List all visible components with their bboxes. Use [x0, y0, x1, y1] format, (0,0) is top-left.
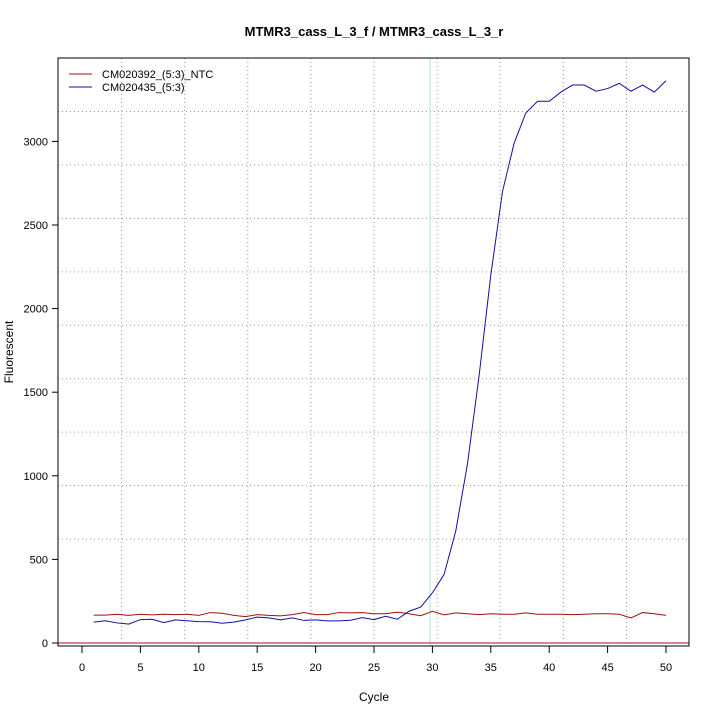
- y-tick-label: 0: [42, 638, 48, 650]
- x-tick-label: 25: [368, 662, 380, 674]
- x-tick-label: 5: [137, 662, 143, 674]
- y-tick-label: 500: [30, 554, 48, 566]
- chart-title: MTMR3_cass_L_3_f / MTMR3_cass_L_3_r: [245, 24, 504, 39]
- reference-lines: [58, 58, 689, 646]
- x-tick-label: 45: [601, 662, 613, 674]
- series-line-0: [93, 610, 667, 619]
- x-tick-label: 35: [485, 662, 497, 674]
- grid: [58, 58, 689, 646]
- x-axis-label: Cycle: [359, 690, 389, 704]
- x-tick-label: 15: [251, 662, 263, 674]
- x-axis: 0 5 10 15 20 25 30 35 40 45 50: [79, 645, 672, 674]
- y-axis: 0 500 1000 1500 2000 2500 3000: [24, 136, 58, 650]
- y-tick-label: 2500: [24, 220, 48, 232]
- y-tick-label: 3000: [24, 136, 48, 148]
- x-tick-label: 0: [79, 662, 85, 674]
- y-tick-label: 1000: [24, 471, 48, 483]
- legend-label-1: CM020435_(5:3): [102, 82, 185, 94]
- x-tick-label: 30: [426, 662, 438, 674]
- series-line-1: [93, 80, 667, 625]
- y-axis-label: Fluorescent: [2, 320, 16, 383]
- x-tick-label: 20: [309, 662, 321, 674]
- series-lines: [93, 80, 667, 625]
- legend-label-0: CM020392_(5:3)_NTC: [102, 69, 213, 81]
- x-tick-label: 10: [193, 662, 205, 674]
- x-tick-label: 50: [660, 662, 672, 674]
- y-tick-label: 1500: [24, 387, 48, 399]
- y-tick-label: 2000: [24, 304, 48, 316]
- x-tick-label: 40: [543, 662, 555, 674]
